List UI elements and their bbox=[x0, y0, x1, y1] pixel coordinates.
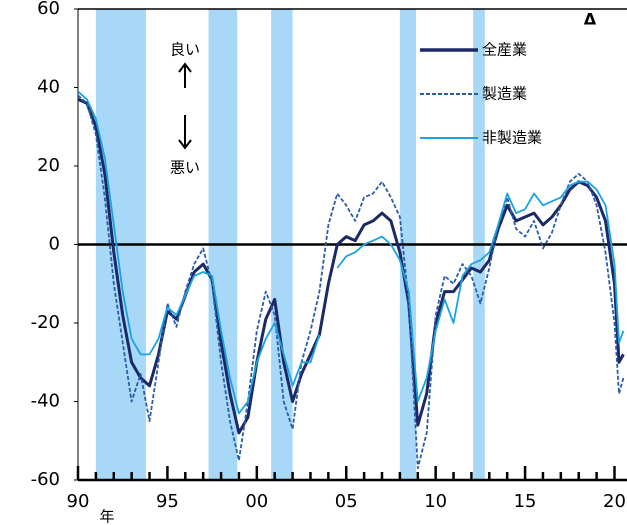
x-tick-label: 00 bbox=[245, 491, 268, 512]
annotation-bad: 悪い bbox=[170, 159, 200, 177]
x-tick-label: 10 bbox=[424, 491, 447, 512]
y-tick-label: 20 bbox=[37, 155, 60, 176]
y-tick-label: 40 bbox=[37, 77, 60, 98]
x-tick-label: 20 bbox=[603, 491, 626, 512]
x-axis-label: 年 bbox=[99, 508, 114, 525]
x-tick-label: 15 bbox=[514, 491, 537, 512]
y-tick-label: -20 bbox=[31, 312, 60, 333]
series-line bbox=[78, 94, 625, 470]
y-tick-label: 0 bbox=[49, 234, 60, 255]
legend-label: 製造業 bbox=[482, 85, 527, 103]
y-tick-label: -40 bbox=[31, 391, 60, 412]
arrow-head bbox=[178, 62, 192, 73]
series-line bbox=[78, 90, 625, 415]
annotation-good: 良い bbox=[170, 41, 200, 59]
arrow-head bbox=[178, 139, 192, 150]
lines bbox=[78, 90, 625, 470]
y-tick-label: 60 bbox=[37, 0, 60, 19]
x-tick-label: 95 bbox=[156, 491, 179, 512]
series-line bbox=[78, 97, 625, 435]
annotation-corner: Δ bbox=[584, 10, 597, 29]
x-tick-label: 90 bbox=[67, 491, 90, 512]
y-tick-label: -60 bbox=[31, 469, 60, 490]
legend-label: 全産業 bbox=[482, 41, 527, 59]
legend-label: 非製造業 bbox=[482, 129, 542, 147]
x-tick-label: 05 bbox=[335, 491, 358, 512]
axes: -60 -40 -20 0 20 40 60 90 95 00 05 10 15 20 bbox=[31, 0, 627, 512]
